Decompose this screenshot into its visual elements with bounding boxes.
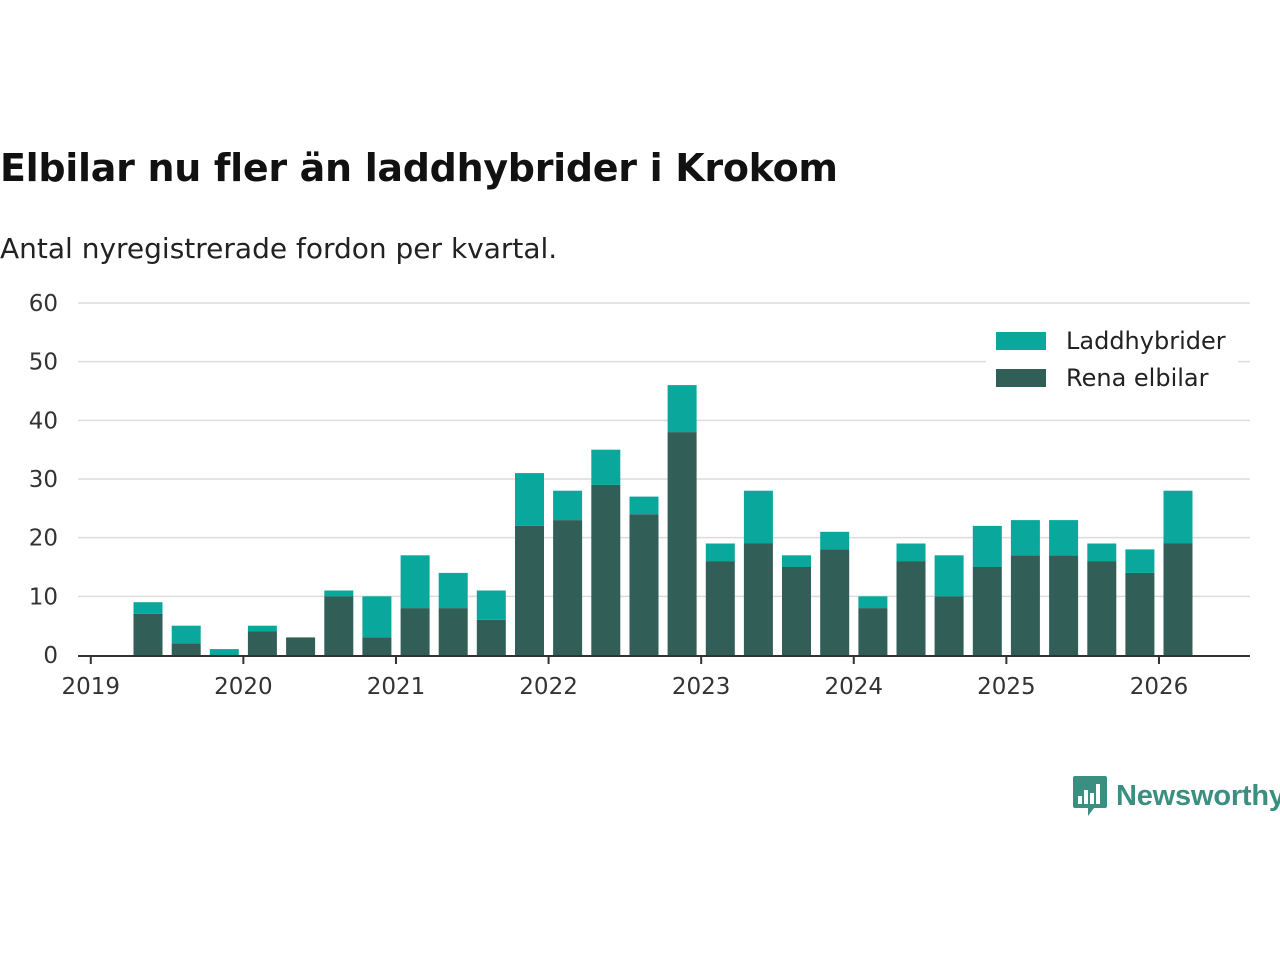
x-tick-label: 2023	[672, 674, 731, 700]
bar-laddhybrider	[591, 449, 621, 485]
bar-rena-elbilar	[629, 514, 659, 655]
bar-laddhybrider	[362, 596, 392, 638]
bar-laddhybrider	[743, 490, 773, 544]
legend-swatch-laddhybrider	[996, 332, 1046, 350]
bar-rena-elbilar	[705, 561, 735, 655]
bar-rena-elbilar	[324, 596, 354, 655]
bar-laddhybrider	[858, 596, 888, 608]
y-axis-ticks: 0 10 20 30 40 50 60	[29, 291, 58, 669]
bar-laddhybrider	[896, 543, 926, 562]
bar-laddhybrider	[934, 555, 964, 597]
chart-subtitle: Antal nyregistrerade fordon per kvartal.	[0, 232, 558, 265]
bar-rena-elbilar	[1049, 555, 1079, 655]
x-tick-label: 2020	[214, 674, 273, 700]
bar-rena-elbilar	[476, 619, 506, 655]
bar-rena-elbilar	[438, 608, 468, 655]
x-tick-label: 2026	[1130, 674, 1189, 700]
bar-rena-elbilar	[362, 637, 392, 655]
bar-laddhybrider	[209, 649, 239, 655]
bar-rena-elbilar	[133, 613, 163, 655]
bar-laddhybrider	[782, 555, 811, 567]
bar-laddhybrider	[476, 590, 506, 620]
bar-laddhybrider	[324, 590, 354, 597]
bar-laddhybrider	[438, 572, 468, 609]
brand-name: Newsworthy	[1116, 779, 1280, 812]
x-tick-label: 2024	[825, 674, 884, 700]
bar-rena-elbilar	[515, 525, 544, 655]
bar-laddhybrider	[629, 496, 659, 515]
bars	[133, 385, 1193, 655]
y-tick-label: 20	[29, 526, 58, 552]
legend-label-laddhybrider: Laddhybrider	[1066, 327, 1226, 355]
newsworthy-logo: Newsworthy	[1072, 774, 1280, 818]
bar-laddhybrider	[1125, 549, 1155, 573]
bar-rena-elbilar	[896, 561, 926, 655]
bar-laddhybrider	[667, 385, 697, 432]
y-tick-label: 50	[29, 350, 58, 376]
x-tick-label: 2021	[367, 674, 426, 700]
bar-laddhybrider	[400, 555, 430, 609]
bar-rena-elbilar	[667, 432, 697, 655]
bar-laddhybrider	[553, 490, 583, 520]
bar-laddhybrider	[705, 543, 735, 562]
bar-rena-elbilar	[1010, 555, 1040, 655]
bar-laddhybrider	[1163, 490, 1193, 544]
y-tick-label: 10	[29, 584, 58, 610]
bar-laddhybrider	[515, 473, 544, 526]
y-tick-label: 60	[29, 291, 58, 317]
bar-rena-elbilar	[286, 637, 316, 655]
bar-rena-elbilar	[247, 631, 277, 655]
newsworthy-bar-chart-icon	[1073, 776, 1107, 816]
bar-laddhybrider	[1010, 520, 1040, 556]
bar-laddhybrider	[1087, 543, 1117, 562]
legend: Laddhybrider Rena elbilar	[986, 322, 1238, 402]
bar-laddhybrider	[1049, 520, 1079, 556]
bar-rena-elbilar	[743, 543, 773, 655]
bar-rena-elbilar	[171, 643, 201, 655]
legend-swatch-rena-elbilar	[996, 369, 1046, 387]
bar-rena-elbilar	[400, 608, 430, 655]
x-tick-label: 2019	[62, 674, 121, 700]
bar-laddhybrider	[820, 531, 850, 550]
bar-rena-elbilar	[591, 484, 621, 655]
x-tick-label: 2025	[977, 674, 1036, 700]
bar-rena-elbilar	[972, 567, 1002, 655]
bar-rena-elbilar	[1087, 561, 1117, 655]
bar-rena-elbilar	[1163, 543, 1193, 655]
x-axis-ticks: 2019 2020 2021 2022 2023 2024 2025 2026	[62, 656, 1189, 700]
y-tick-label: 0	[43, 643, 58, 669]
bar-rena-elbilar	[553, 520, 583, 655]
bar-rena-elbilar	[820, 549, 850, 655]
bar-rena-elbilar	[782, 567, 811, 655]
y-tick-label: 40	[29, 408, 58, 434]
gridlines	[78, 302, 1250, 598]
chart-title: Elbilar nu fler än laddhybrider i Krokom	[0, 146, 838, 190]
bar-rena-elbilar	[934, 596, 964, 655]
x-tick-label: 2022	[519, 674, 578, 700]
bar-rena-elbilar	[1125, 572, 1155, 655]
bar-laddhybrider	[247, 625, 277, 632]
bar-laddhybrider	[133, 602, 163, 614]
bar-laddhybrider	[171, 625, 201, 644]
y-tick-label: 30	[29, 467, 58, 493]
bar-rena-elbilar	[858, 608, 888, 655]
legend-label-rena-elbilar: Rena elbilar	[1066, 364, 1209, 392]
bar-laddhybrider	[972, 525, 1002, 567]
